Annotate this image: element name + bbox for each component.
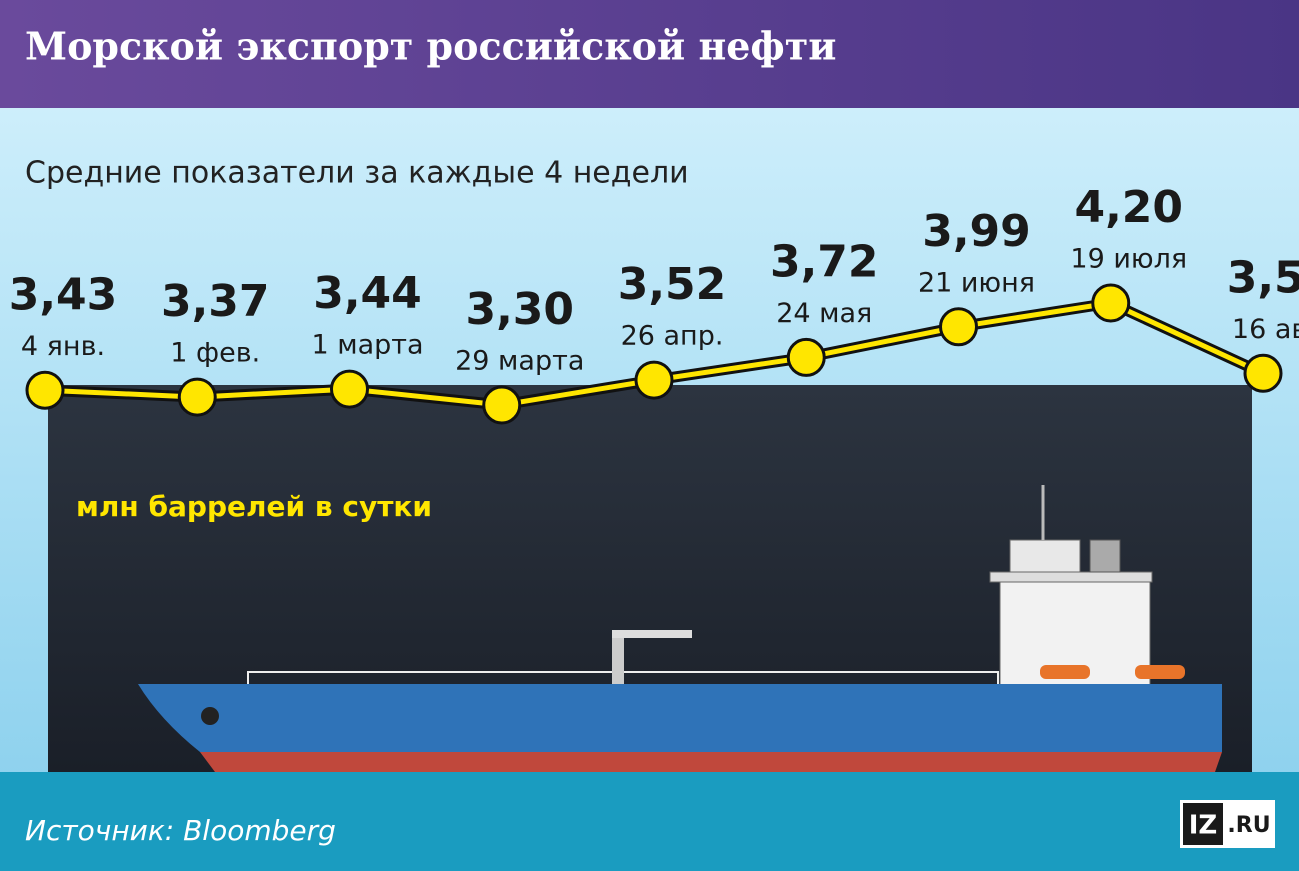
date-label: 21 июня xyxy=(918,267,1035,298)
point xyxy=(177,377,217,417)
point xyxy=(1243,353,1283,393)
value-label: 3,37 xyxy=(161,276,270,327)
date-label: 1 фев. xyxy=(170,338,260,369)
value-label: 3,99 xyxy=(922,206,1031,257)
subtitle: Средние показатели за каждые 4 недели xyxy=(25,156,689,191)
point xyxy=(1091,283,1131,323)
footer-band xyxy=(0,772,1299,871)
date-label: 24 мая xyxy=(776,298,872,329)
date-label: 29 марта xyxy=(455,346,584,377)
point xyxy=(634,360,674,400)
point xyxy=(25,370,65,410)
value-label: 3,58 xyxy=(1227,252,1299,303)
value-label: 4,20 xyxy=(1074,182,1183,233)
logo-right: .RU xyxy=(1227,813,1270,838)
date-label: 26 апр. xyxy=(621,321,724,352)
date-label: 16 авг. xyxy=(1232,314,1299,345)
source: Источник: Bloomberg xyxy=(25,814,336,847)
value-label: 3,72 xyxy=(770,236,879,287)
point xyxy=(786,337,826,377)
chart-title: Морской экспорт российской нефти xyxy=(25,24,836,69)
header-band xyxy=(0,0,1299,108)
point xyxy=(330,369,369,409)
value-label: 3,52 xyxy=(618,259,727,310)
value-label: 3,44 xyxy=(313,268,422,319)
date-label: 19 июля xyxy=(1070,244,1187,275)
point xyxy=(939,307,978,347)
value-label: 3,43 xyxy=(9,269,118,320)
ship xyxy=(138,485,1222,772)
logo-left: IZ xyxy=(1189,811,1218,841)
unit-label: млн баррелей в сутки xyxy=(76,490,432,523)
logo-mark xyxy=(1183,803,1223,845)
value-label: 3,30 xyxy=(465,284,574,335)
point xyxy=(482,385,522,425)
date-label: 4 янв. xyxy=(21,331,105,362)
date-label: 1 марта xyxy=(311,330,423,361)
